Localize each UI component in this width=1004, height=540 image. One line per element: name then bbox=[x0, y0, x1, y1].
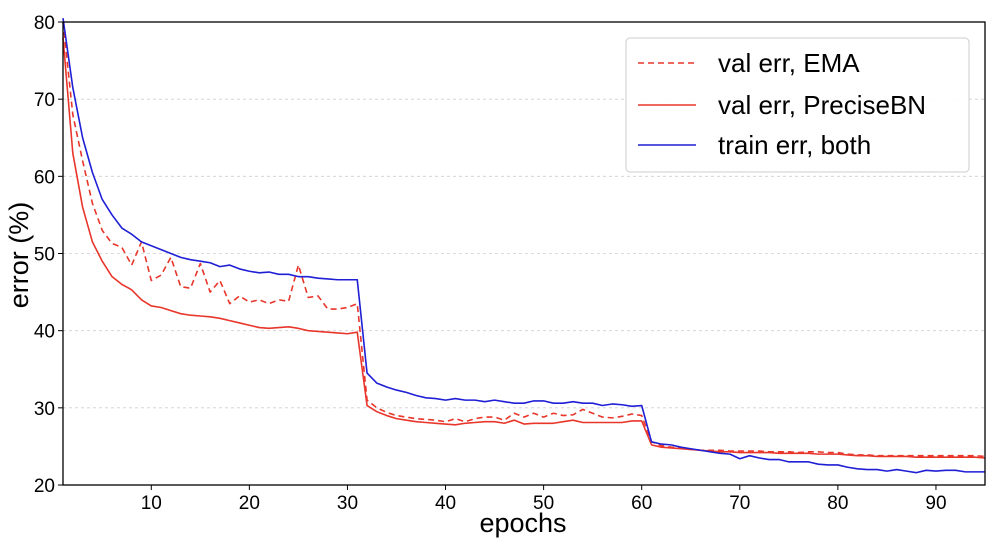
y-tick-label: 30 bbox=[34, 399, 55, 420]
legend-label-1: val err, PreciseBN bbox=[718, 90, 926, 120]
legend-label-2: train err, both bbox=[718, 130, 871, 160]
series-line-1 bbox=[62, 37, 986, 459]
y-tick-label: 80 bbox=[34, 13, 55, 34]
x-tick-label: 60 bbox=[631, 493, 652, 514]
series-lines bbox=[62, 18, 986, 474]
x-tick-label: 70 bbox=[729, 493, 750, 514]
legend-box bbox=[625, 37, 970, 173]
legend: val err, EMA val err, PreciseBN train err,… bbox=[625, 37, 970, 173]
x-tick-label: 30 bbox=[337, 493, 358, 514]
y-tick-label: 50 bbox=[34, 245, 55, 266]
x-tick-label: 50 bbox=[533, 493, 554, 514]
y-tick-label: 70 bbox=[34, 90, 55, 111]
axis-ticks: 20 30 40 50 60 70 80 10 20 30 40 50 60 70 80 90 bbox=[34, 13, 947, 514]
legend-label-0: val err, EMA bbox=[718, 48, 860, 78]
series-line-0 bbox=[62, 21, 986, 458]
x-tick-label: 80 bbox=[827, 493, 848, 514]
x-tick-label: 20 bbox=[239, 493, 260, 514]
y-tick-label: 20 bbox=[34, 476, 55, 497]
x-tick-label: 40 bbox=[435, 493, 456, 514]
y-axis-title: error (%) bbox=[4, 202, 34, 309]
x-tick-label: 90 bbox=[925, 493, 946, 514]
x-axis-title: epochs bbox=[479, 508, 566, 538]
series-line-2 bbox=[62, 18, 985, 474]
y-tick-label: 40 bbox=[34, 322, 55, 343]
y-tick-label: 60 bbox=[34, 167, 55, 188]
x-tick-label: 10 bbox=[141, 493, 162, 514]
